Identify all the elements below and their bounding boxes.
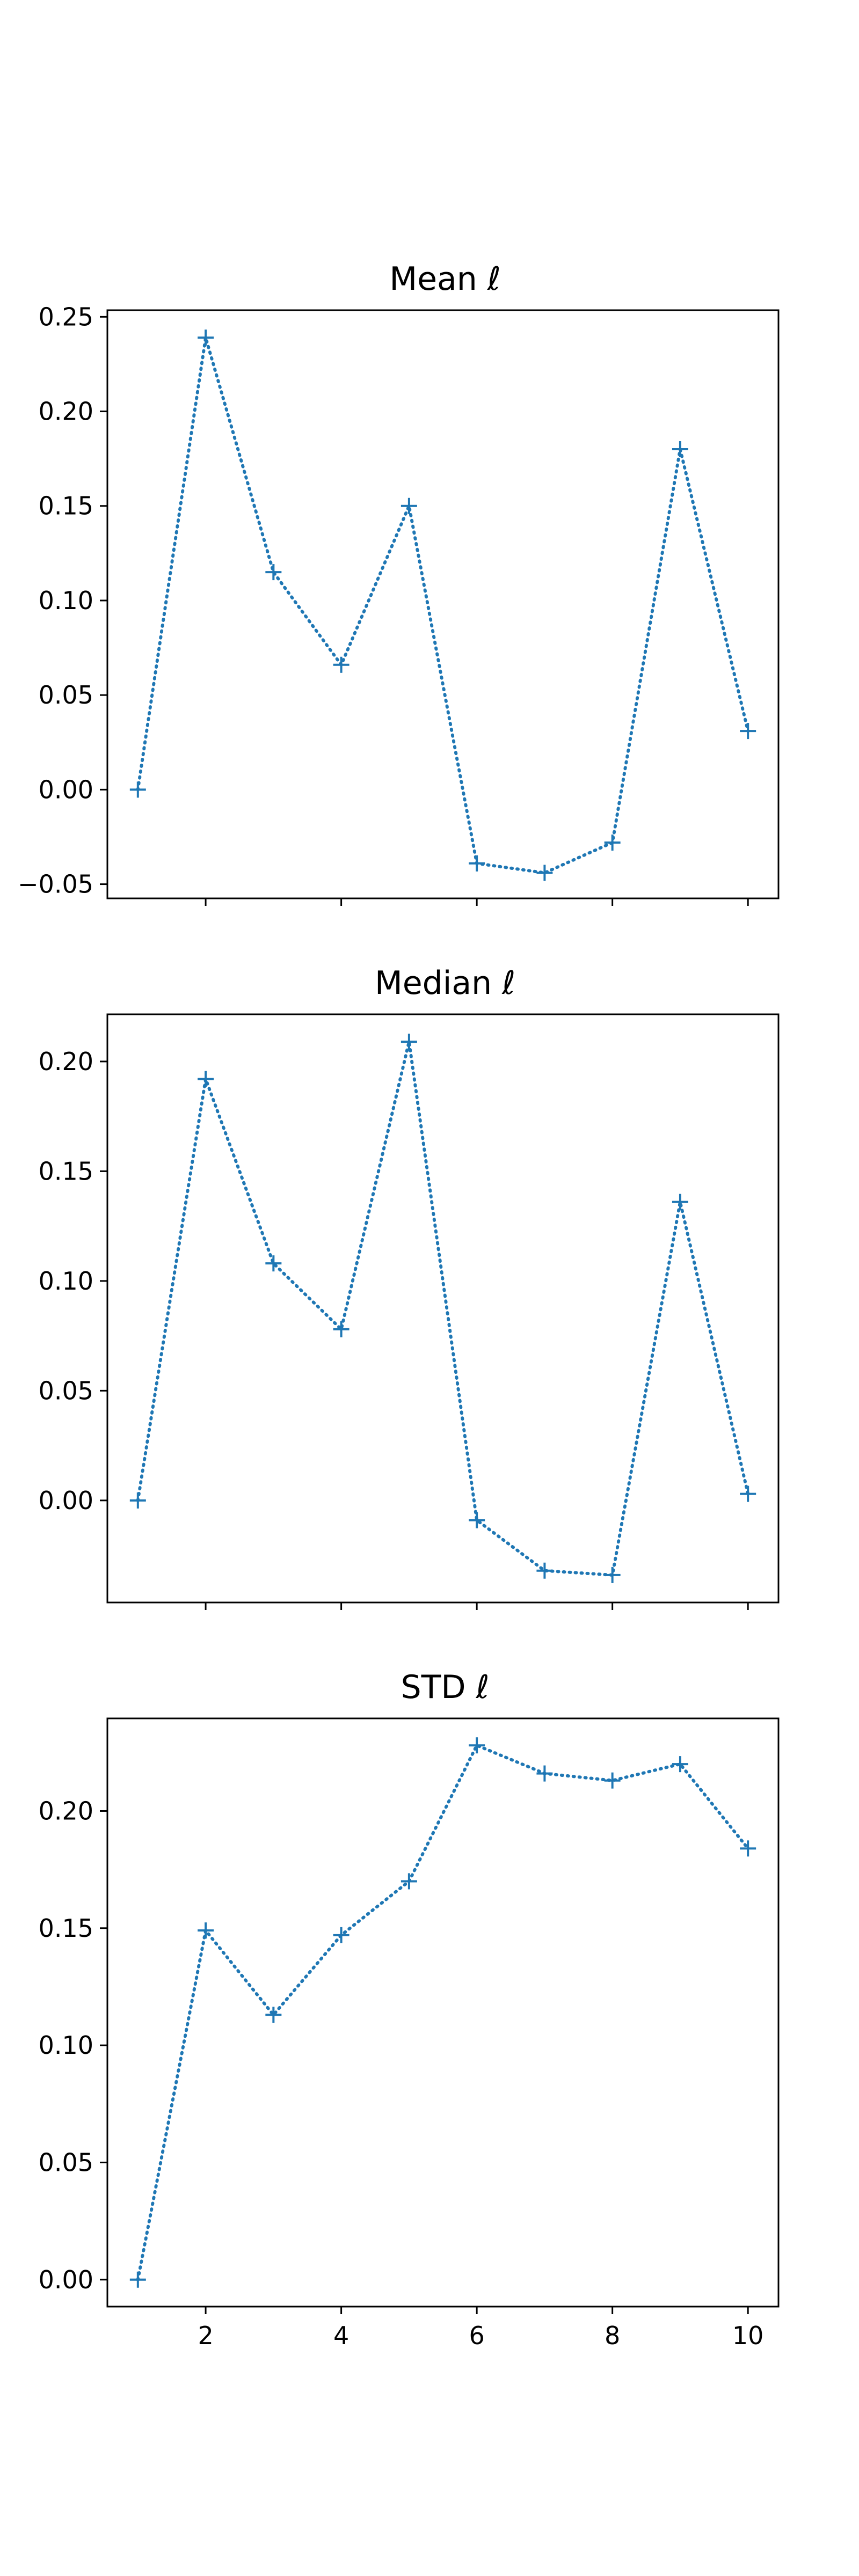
data-point-marker — [333, 656, 350, 673]
x-tick-label: 10 — [732, 2321, 764, 2350]
data-point-marker — [333, 1927, 350, 1943]
data-point-marker — [536, 865, 553, 881]
y-tick-label: 0.10 — [39, 586, 93, 615]
subplot-median: Median ℓ 0.00 0.05 0.10 0.15 0.20 — [39, 964, 780, 1610]
data-point-marker — [198, 1071, 214, 1087]
axes-frame — [106, 1717, 780, 2308]
subplot-mean: Mean ℓ −0.05 0.00 0.05 0.10 0.15 0.20 0.25 — [18, 260, 780, 906]
subplot-title: Mean ℓ — [389, 260, 500, 298]
data-point-marker — [265, 564, 282, 581]
y-tick-label: 0.00 — [39, 775, 93, 804]
y-tick-label: 0.25 — [39, 302, 93, 331]
data-point-marker — [740, 1840, 756, 1857]
data-point-marker — [333, 1321, 350, 1337]
data-point-marker — [672, 1756, 688, 1773]
x-tick-label: 6 — [469, 2321, 484, 2350]
data-point-marker — [401, 497, 417, 514]
data-point-marker — [469, 1737, 485, 1754]
y-tick-label: 0.20 — [39, 1796, 93, 1825]
subplot-std: STD ℓ 0.00 0.05 0.10 0.15 0.20 2 4 6 8 10 — [39, 1668, 780, 2350]
data-point-marker — [198, 330, 214, 346]
y-tick-label: −0.05 — [18, 870, 93, 899]
y-tick-label: 0.15 — [39, 492, 93, 521]
x-tick-label: 2 — [198, 2321, 213, 2350]
y-tick-label: 0.05 — [39, 1376, 93, 1405]
y-tick-label: 0.15 — [39, 1157, 93, 1185]
data-point-marker — [604, 1567, 621, 1583]
data-point-marker — [740, 1485, 756, 1502]
data-point-marker — [129, 2271, 146, 2288]
data-point-marker — [672, 1194, 688, 1210]
y-tick-label: 0.00 — [39, 2265, 93, 2294]
x-tick-label: 4 — [333, 2321, 349, 2350]
y-tick-label: 0.20 — [39, 1047, 93, 1076]
data-point-marker — [198, 1922, 214, 1939]
data-point-marker — [265, 1255, 282, 1272]
y-tick-label: 0.05 — [39, 680, 93, 709]
data-point-marker — [469, 1512, 485, 1528]
subplot-title: Median ℓ — [375, 964, 515, 1002]
y-tick-label: 0.15 — [39, 1914, 93, 1943]
data-point-marker — [604, 1772, 621, 1789]
data-point-marker — [469, 855, 485, 872]
data-point-marker — [604, 835, 621, 851]
series-line — [136, 336, 750, 875]
axes-frame — [106, 309, 780, 899]
subplot-title: STD ℓ — [401, 1668, 490, 1706]
y-tick-label: 0.00 — [39, 1486, 93, 1515]
y-tick-label: 0.10 — [39, 1267, 93, 1296]
data-point-marker — [129, 781, 146, 798]
data-point-marker — [672, 441, 688, 458]
series-line — [136, 1744, 750, 2281]
x-tick-label: 8 — [605, 2321, 620, 2350]
y-tick-label: 0.05 — [39, 2148, 93, 2177]
data-point-marker — [536, 1765, 553, 1782]
data-point-marker — [265, 2007, 282, 2023]
data-point-marker — [401, 1034, 417, 1050]
series-line — [136, 1040, 750, 1577]
data-point-marker — [536, 1562, 553, 1579]
y-tick-label: 0.10 — [39, 2031, 93, 2060]
data-point-marker — [740, 723, 756, 740]
data-point-marker — [401, 1873, 417, 1890]
y-tick-label: 0.20 — [39, 397, 93, 426]
data-point-marker — [129, 1492, 146, 1509]
axes-frame — [106, 1013, 780, 1604]
